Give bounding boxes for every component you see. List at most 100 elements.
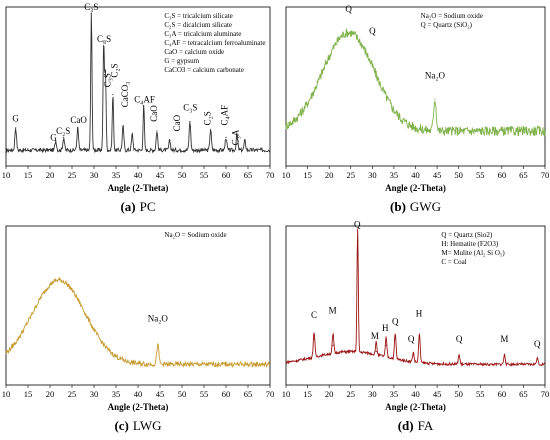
peak-annotation: Q (456, 334, 463, 344)
peak-annotation: M (500, 334, 508, 344)
legend-entry: C₂S = dicalcium silicate (164, 21, 232, 29)
legend-entry: G = gypsum (164, 57, 199, 65)
peak-annotation: C₄AF (134, 94, 155, 104)
x-tick-label: 55 (476, 170, 485, 180)
peak-point (210, 128, 212, 130)
peak-annotation: CaCO₃ (120, 82, 130, 108)
x-tick-label: 45 (433, 170, 442, 180)
x-tick-label: 15 (24, 389, 33, 399)
peak-point (418, 335, 420, 337)
panel-caption: (c) LWG (114, 418, 161, 433)
x-tick-label: 50 (454, 389, 463, 399)
legend-entry: M= Mulite (Al₂ Si O₅) (441, 249, 505, 257)
peak-point (131, 133, 133, 135)
x-tick-label: 50 (178, 170, 187, 180)
peak-annotation: CaO (149, 105, 159, 122)
peak-annotation: C₂S (109, 64, 119, 78)
peak-annotation: Q (369, 26, 376, 36)
x-tick-label: 40 (134, 170, 143, 180)
legend-entry: C = Coal (441, 258, 466, 266)
peak-annotation: Q (354, 220, 361, 230)
legend-entry: C₄AF = tetracalcium ferroaluminate (164, 39, 265, 47)
x-tick-label: 40 (411, 389, 420, 399)
x-tick-label: 25 (347, 170, 356, 180)
x-tick-label: 30 (368, 170, 377, 180)
caption-text: PC (140, 199, 156, 214)
x-tick-label: 55 (200, 389, 209, 399)
x-tick-label: 10 (2, 170, 11, 180)
peak-point (412, 354, 414, 356)
peak-point (313, 338, 315, 340)
peak-annotation: Na₂O (425, 71, 446, 81)
peak-annotation: C₃S (84, 2, 98, 12)
legend-entry: Q = Quartz (SiO₂) (421, 21, 473, 29)
x-tick-label: 25 (347, 389, 356, 399)
x-tick-label: 45 (156, 389, 165, 399)
x-tick-label: 15 (24, 170, 33, 180)
x-axis-label: Angle (2-Theta) (108, 183, 169, 193)
x-axis-label: Angle (2-Theta) (385, 183, 446, 193)
x-tick-label: 50 (454, 170, 463, 180)
x-tick-label: 45 (433, 389, 442, 399)
legend-entry: H: Hematite (F2O3) (441, 240, 498, 248)
peak-point (189, 120, 191, 123)
x-tick-label: 65 (519, 389, 528, 399)
peak-point (112, 93, 114, 96)
peak-point (503, 354, 505, 356)
peak-annotation: G (12, 113, 19, 123)
peak-point (77, 127, 79, 129)
caption-text: LWG (133, 418, 162, 433)
peak-annotation: M (371, 331, 379, 341)
x-tick-label: 35 (112, 389, 121, 399)
x-axis-label: Angle (2-Theta) (385, 402, 446, 412)
peak-point (55, 140, 57, 142)
peak-point (63, 136, 65, 138)
x-tick-label: 30 (90, 170, 99, 180)
peak-annotation: H (382, 323, 389, 333)
x-tick-label: 70 (541, 389, 550, 399)
peak-annotation: C₃S (183, 102, 197, 112)
peak-annotation: Na₂O (148, 313, 169, 323)
peak-annotation: Q (408, 334, 415, 344)
x-tick-label: 35 (390, 170, 399, 180)
panel-caption: (b) GWG (390, 199, 441, 214)
x-tick-label: 55 (476, 389, 485, 399)
x-tick-label: 20 (46, 389, 55, 399)
peak-point (90, 12, 92, 14)
x-tick-label: 60 (498, 170, 507, 180)
x-tick-label: 30 (90, 389, 99, 399)
peak-point (536, 357, 538, 359)
legend-entry: C₃A = tricalcium aluminate (164, 30, 241, 38)
legend-entry: Q = Quartz (Sio2) (441, 231, 492, 239)
peak-annotation: CaO (70, 115, 87, 125)
x-tick-label: 20 (325, 389, 334, 399)
legend-entry: C₃S = tricalcium silicate (164, 12, 232, 20)
peak-point (434, 98, 436, 100)
peak-point (15, 127, 17, 129)
x-tick-label: 15 (303, 170, 312, 180)
peak-point (156, 130, 158, 132)
peak-point (458, 354, 460, 356)
peak-point (122, 125, 124, 127)
plot-frame (5, 225, 271, 386)
x-tick-label: 10 (2, 389, 11, 399)
peak-point (332, 344, 334, 346)
x-tick-label: 65 (519, 170, 528, 180)
x-tick-label: 50 (178, 389, 187, 399)
chart-fa: 10 15 20 25 30 35 40 45 50 55 60 65 70 Angle (2-Theta… (282, 220, 550, 433)
peak-annotation: G (50, 133, 57, 143)
peak-annotation: C (311, 310, 317, 320)
x-tick-label: 15 (303, 389, 312, 399)
peak-point (357, 239, 359, 241)
peak-point (394, 338, 396, 340)
plot-frame (285, 6, 546, 167)
peak-annotation: C₃A (230, 129, 240, 145)
peak-point (103, 41, 105, 43)
series-line-gwg (285, 28, 546, 137)
peak-point (104, 70, 106, 72)
peak-annotation: Q (534, 339, 541, 349)
chart-gwg: 10 15 20 25 30 35 40 45 50 55 60 65 70 Angle (2-Theta… (282, 4, 550, 214)
peak-annotation: M (329, 305, 337, 315)
caption-letter: (a) (120, 199, 135, 214)
